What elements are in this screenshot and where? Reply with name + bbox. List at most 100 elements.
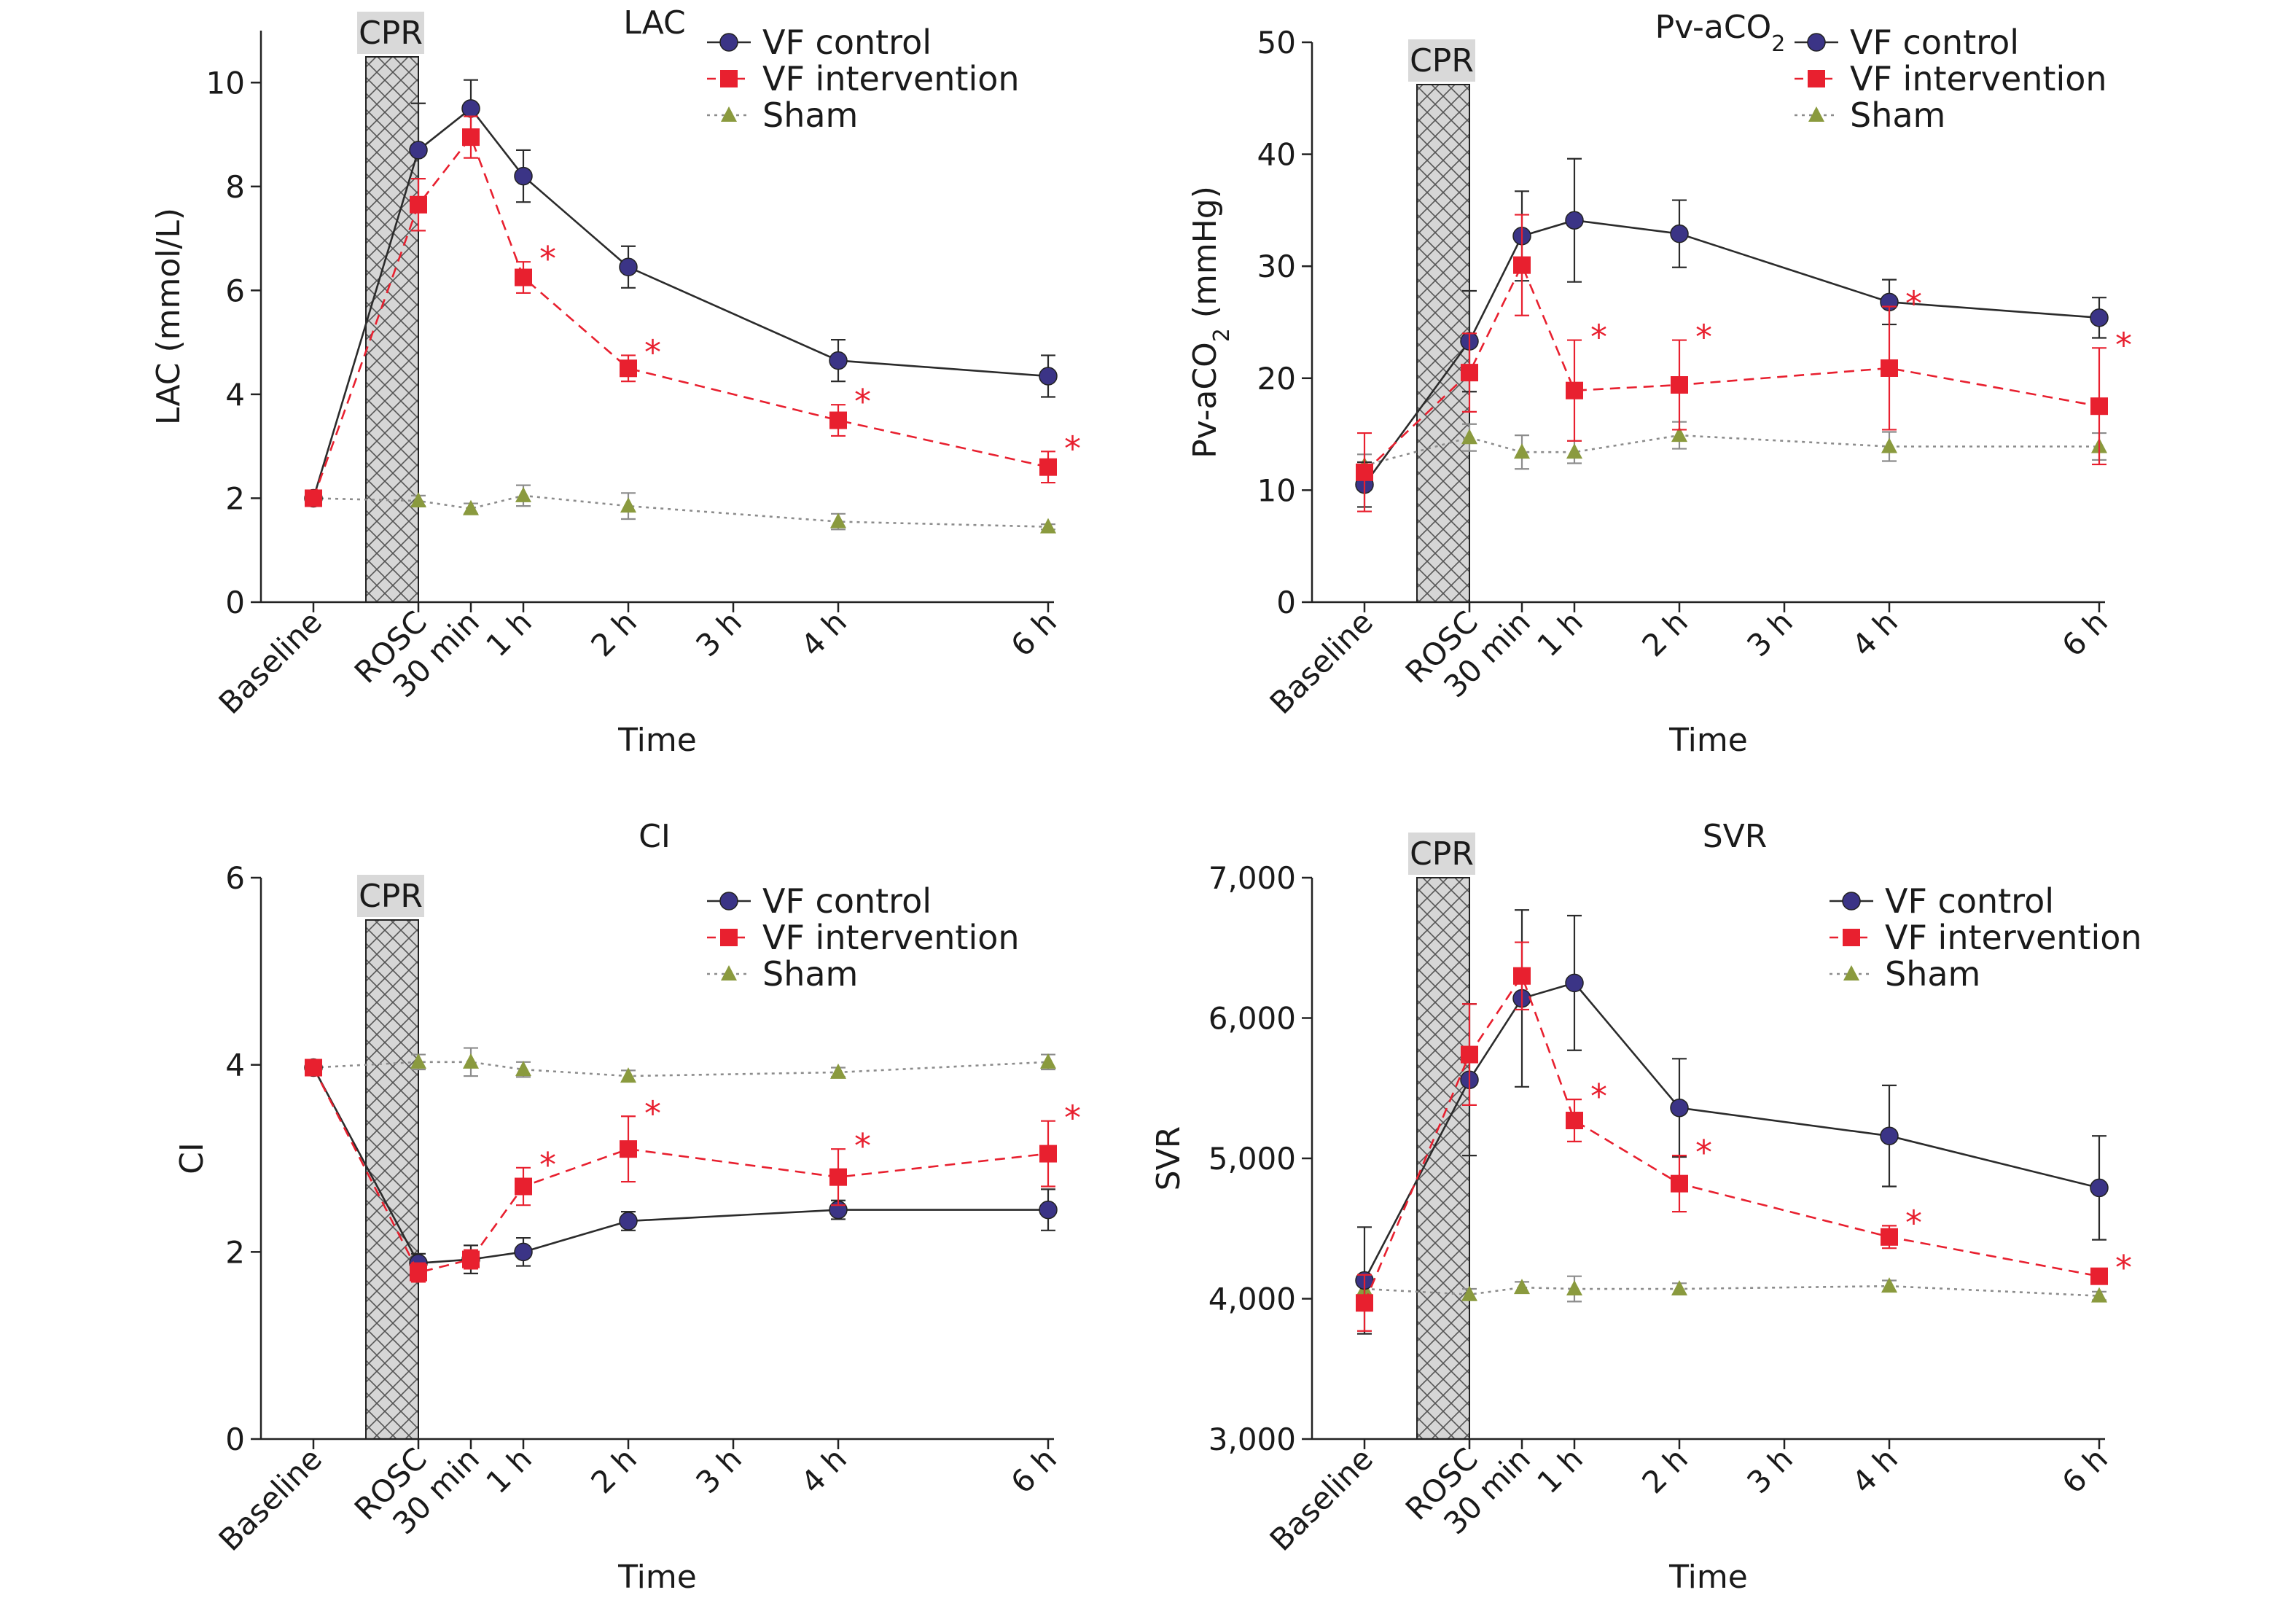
significance-star: *: [1064, 1099, 1081, 1138]
x-tick-label: 1 h: [1530, 604, 1590, 663]
data-point: [619, 1212, 638, 1231]
data-point: [829, 1168, 847, 1186]
data-point: [1671, 1174, 1688, 1193]
data-point: [409, 141, 428, 160]
series-line: [312, 135, 1049, 499]
legend-label: Sham: [1850, 95, 1945, 135]
y-tick-label: 2: [225, 480, 245, 516]
y-tick-label: 8: [225, 169, 245, 205]
legend-label: VF intervention: [762, 918, 1020, 957]
data-point: [410, 195, 427, 214]
data-point: [1566, 381, 1583, 399]
cpr-band: [365, 919, 419, 1440]
x-tick-label: 1 h: [479, 1440, 539, 1500]
x-tick-label: Baseline: [1263, 1440, 1381, 1558]
legend-marker: [720, 929, 738, 946]
data-point: [1671, 426, 1687, 443]
data-point: [830, 1063, 846, 1079]
data-point: [462, 1250, 480, 1268]
data-point: [2090, 1267, 2108, 1285]
significance-star: *: [1590, 1077, 1607, 1116]
x-tick-label: 4 h: [1845, 604, 1905, 663]
chart-title: LAC: [623, 4, 686, 42]
cpr-label: CPR: [1410, 835, 1474, 873]
y-tick-label: 2: [225, 1234, 245, 1270]
legend-label: Sham: [1885, 954, 1980, 994]
series-line: [1363, 981, 2100, 1282]
x-tick-label: 2 h: [1635, 1440, 1695, 1500]
chart-title: Pv-aCO2: [1655, 9, 1786, 57]
y-tick-label: 0: [1276, 585, 1296, 620]
series-line: [312, 1067, 1049, 1274]
data-point: [1671, 1280, 1687, 1296]
legend-marker: [719, 892, 738, 911]
data-point: [1670, 224, 1689, 243]
data-point: [1514, 1279, 1530, 1295]
x-tick-label: 1 h: [479, 604, 539, 663]
data-point: [410, 1263, 427, 1282]
data-point: [619, 257, 638, 277]
cpr-label: CPR: [359, 878, 423, 915]
data-point: [1670, 1098, 1689, 1118]
cpr-label: CPR: [359, 15, 423, 52]
significance-star: *: [1695, 1133, 1712, 1172]
y-axis-label: LAC (mmol/L): [150, 208, 187, 425]
data-point: [1881, 359, 1898, 377]
legend-marker: [720, 70, 738, 87]
legend-marker: [1843, 965, 1859, 981]
series-line: [1364, 1284, 2100, 1297]
y-tick-label: 6,000: [1208, 1001, 1296, 1037]
legend-marker: [721, 965, 737, 981]
x-tick-label: 3 h: [1740, 1440, 1800, 1500]
x-tick-label: 6 h: [1004, 604, 1063, 663]
data-point: [1566, 443, 1582, 459]
data-point: [1566, 1280, 1582, 1296]
chart-title: CI: [639, 818, 671, 855]
y-tick-label: 7,000: [1208, 860, 1296, 896]
significance-star: *: [1064, 429, 1081, 468]
x-tick-label: 2 h: [584, 604, 644, 663]
data-point: [463, 1053, 479, 1069]
x-tick-label: 4 h: [1845, 1440, 1905, 1500]
x-tick-label: 3 h: [689, 604, 749, 663]
series-line: [312, 107, 1049, 499]
legend-label: Sham: [762, 95, 858, 135]
series-vf-intervention: * * * *: [305, 115, 1081, 507]
data-point: [515, 1061, 531, 1077]
legend-label: Sham: [762, 954, 858, 994]
x-tick-label: Baseline: [212, 604, 329, 721]
x-axis-label: Time: [617, 1559, 697, 1596]
data-point: [1461, 429, 1477, 445]
cpr-label-box: [1408, 39, 1475, 82]
y-tick-label: 10: [206, 65, 245, 101]
data-point: [620, 1140, 637, 1158]
data-point: [1880, 1126, 1899, 1145]
series-vf-intervention: * * * *: [1356, 941, 2132, 1332]
significance-star: *: [1590, 318, 1607, 357]
data-point: [305, 1059, 322, 1077]
x-tick-label: 6 h: [2055, 1440, 2115, 1500]
legend-marker: [719, 33, 738, 52]
data-point: [463, 499, 479, 515]
data-point: [1881, 1277, 1897, 1293]
data-point: [1513, 256, 1531, 274]
data-point: [1513, 967, 1531, 985]
x-axis-label: Time: [617, 722, 697, 759]
y-tick-label: 6: [225, 860, 245, 896]
data-point: [1565, 973, 1584, 993]
data-point: [410, 492, 426, 508]
y-tick-label: 40: [1257, 137, 1296, 173]
y-tick-label: 20: [1257, 361, 1296, 397]
legend-label: VF control: [1850, 23, 2019, 62]
data-point: [1461, 1045, 1478, 1064]
significance-star: *: [1905, 284, 1922, 323]
data-point: [1356, 1294, 1373, 1312]
y-axis-label: Pv-aCO2 (mmHg): [1187, 186, 1235, 459]
data-point: [1566, 1112, 1583, 1130]
significance-star: *: [1905, 1203, 1922, 1242]
data-point: [1040, 518, 1056, 534]
